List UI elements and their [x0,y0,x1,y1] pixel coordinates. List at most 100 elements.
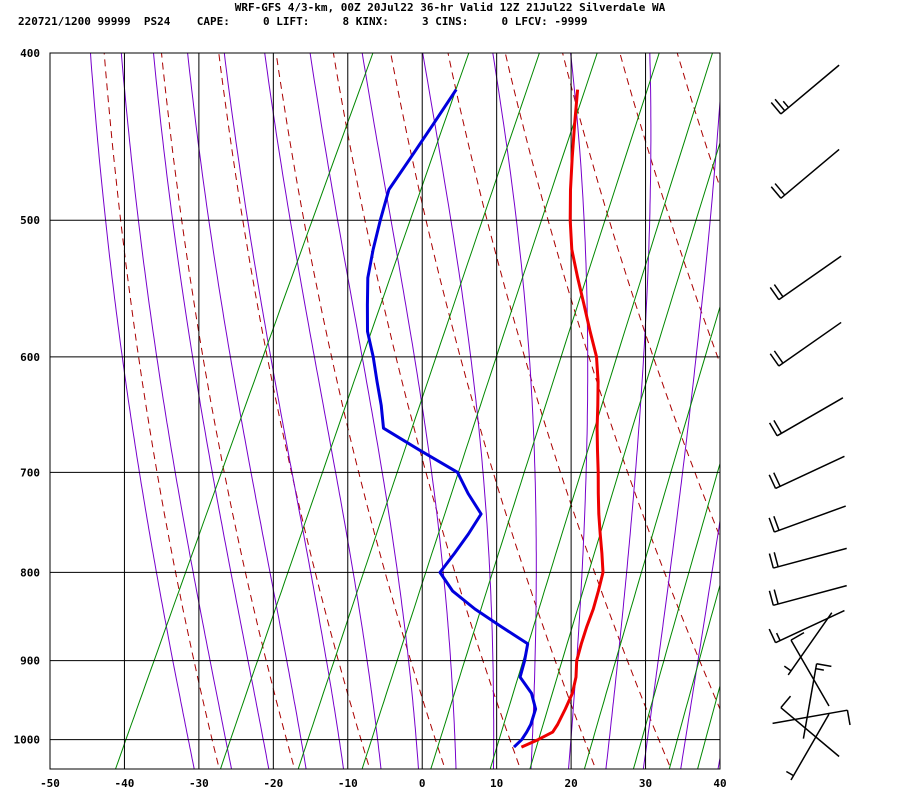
dry-adiabat [722,15,900,777]
wind-barb-flag [816,663,832,668]
dry-adiabat [619,53,720,365]
wind-barb-flag [782,100,790,109]
wind-barb [768,455,845,490]
wind-barb [770,148,840,199]
wind-barb-staff [787,612,833,676]
wind-barb-flag [773,284,784,298]
wind-barb-staff [773,584,847,607]
dry-adiabat [332,53,521,769]
wind-barb-flag [815,667,824,671]
moist-adiabat [717,754,720,769]
moist-adiabat [89,53,195,769]
wind-barb-staff [790,713,830,781]
wind-barb-flag [783,665,792,672]
mixing-ratio-line [114,53,374,769]
moist-adiabat [309,53,420,769]
moist-adiabat [567,53,589,769]
wind-barb-staff [776,397,844,437]
wind-barb-staff [780,707,840,758]
wind-barb-flag [773,552,779,567]
x-tick-label: 10 [490,777,503,790]
dry-adiabat [103,53,220,769]
wind-barb [768,397,844,437]
chart-subtitle: 220721/1200 99999 PS24 CAPE: 0 LIFT: 8 K… [18,15,588,28]
wind-barb-flag [773,350,784,364]
wind-barb-staff [780,64,840,115]
wind-barb-flag [773,419,783,434]
x-tick-label: -40 [115,777,135,790]
wind-barb-flag [773,589,779,605]
wind-barb [780,695,840,758]
wind-barb [769,255,842,301]
wind-barb-flag [768,517,775,533]
wind-barb [768,584,847,607]
profiles [365,88,605,749]
wind-barb-staff [778,255,842,301]
mixing-ratio-line [489,53,714,769]
x-tick-label: 20 [564,777,577,790]
y-tick-label: 900 [20,655,40,668]
mixing-ratio-line [632,461,720,769]
dry-adiabat [275,53,446,769]
wind-barb [768,609,845,644]
dry-adiabat [447,53,672,769]
dry-adiabat [676,53,720,189]
mixing-ratio-line [668,583,720,769]
wind-barb-flag [768,474,777,489]
mixing-ratio-line [361,53,598,769]
y-tick-label: 400 [20,47,40,60]
x-tick-label: -20 [263,777,283,790]
axis-labels: -50 -40 -30 -20 -10 0 10 20 30 40 400 500 600 700 800 9… [14,47,727,790]
wind-barb-flag [768,553,775,569]
dry-adiabat [892,15,900,777]
temperature-line [520,89,605,749]
moist-adiabat [264,53,382,769]
wind-barb-staff [773,547,847,569]
moist-adiabat [120,53,233,769]
wind-barb [772,709,851,726]
wind-barb-flag [768,590,775,606]
wind-barb-staff [790,639,830,707]
wind-barb-staff [775,455,845,490]
background-lines [89,15,900,777]
wind-barb-flag [785,770,794,777]
mixing-ratio-line [529,141,720,769]
wind-barb-flag [774,183,786,196]
wind-barb-staff [775,609,845,644]
moist-adiabat [492,53,537,769]
wind-barb-staff [774,505,846,533]
x-tick-label: -50 [40,777,60,790]
y-tick-label: 800 [20,566,40,579]
wind-barb [770,64,840,115]
wind-barb-staff [772,709,848,725]
mixing-ratio-line [430,53,660,769]
wind-barb-flag [780,695,792,709]
y-tick-label: 700 [20,466,40,479]
dry-adiabat [160,53,296,769]
mixing-ratio-line [697,684,720,769]
wind-barb-flag [770,102,782,115]
moist-adiabat [422,53,495,769]
y-tick-label: 1000 [14,734,41,747]
mixing-ratio-line [297,53,540,769]
y-tick-label: 600 [20,351,40,364]
wind-barb [769,321,842,367]
wind-barb-staff [780,148,840,199]
x-tick-label: 40 [713,777,726,790]
wind-barb-flag [769,286,780,301]
wind-barb-flag [773,472,781,487]
wind-barb-staff [778,321,842,367]
wind-barb [785,713,830,781]
chart-title: WRF-GFS 4/3-km, 00Z 20Jul22 36-hr Valid … [235,1,666,14]
wind-barb [790,631,830,707]
mixing-ratio-line [219,53,470,769]
moist-adiabat [187,53,307,769]
moist-adiabat [152,53,270,769]
dry-adiabat [390,53,597,769]
dry-adiabat [562,53,720,539]
x-tick-label: 30 [639,777,652,790]
wind-barb [768,547,847,569]
wind-barb-flag [768,422,778,437]
wind-barbs [768,64,851,781]
